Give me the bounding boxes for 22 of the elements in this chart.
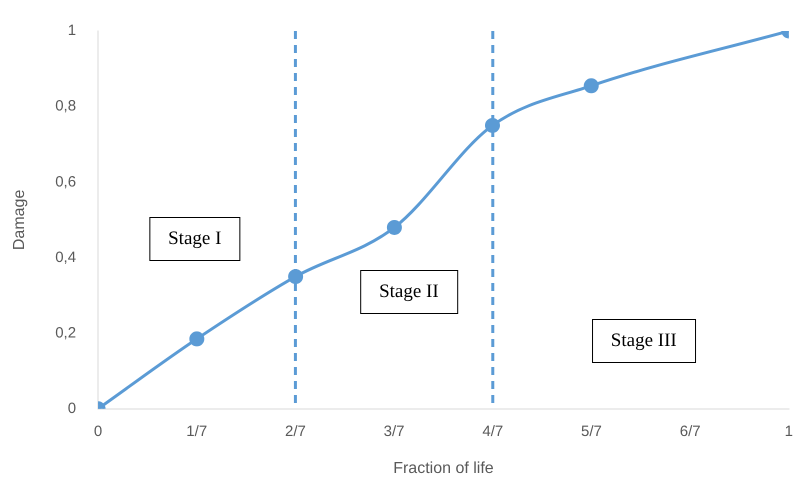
x-tick-label: 3/7 [384, 422, 405, 440]
x-axis-title: Fraction of life [393, 460, 494, 477]
x-tick-label: 0 [94, 422, 102, 440]
x-tick-label: 1 [784, 422, 793, 440]
y-axis-title: Damage [11, 190, 28, 250]
point [584, 78, 599, 94]
y-tick-label: 1 [68, 22, 76, 40]
y-tick-label: 0,8 [55, 98, 76, 115]
x-tick-label: 5/7 [581, 422, 602, 440]
annotation: Stage II [360, 270, 458, 314]
x-tick-label: 2/7 [284, 422, 306, 440]
annotation: Stage III [592, 318, 696, 363]
y-tick-label: 0 [68, 400, 76, 417]
point [189, 331, 204, 346]
y-tick-label: 0,2 [55, 324, 76, 342]
y-tick-label: 0,4 [55, 248, 76, 266]
point [386, 220, 402, 235]
y-tick-label: 0,6 [55, 173, 76, 190]
x-tick-label: 4/7 [482, 422, 504, 440]
x-tick-label: 6/7 [680, 422, 701, 440]
annotation: Stage I [149, 216, 240, 261]
x-tick-label: 1/7 [186, 422, 208, 440]
